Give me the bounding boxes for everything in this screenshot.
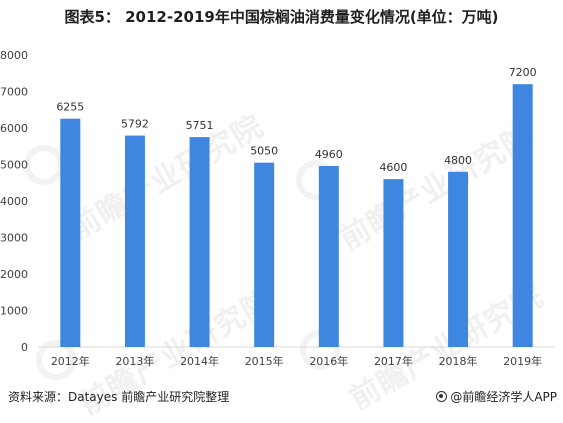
- x-tick-label: 2012年: [51, 354, 90, 368]
- y-tick-label: 1000: [0, 305, 28, 318]
- x-tick-label: 2014年: [180, 354, 219, 368]
- x-tick-label: 2013年: [115, 354, 154, 368]
- y-tick-label: 2000: [0, 268, 28, 281]
- bar: [254, 163, 274, 347]
- y-tick-label: 8000: [0, 49, 28, 62]
- bar: [60, 119, 80, 347]
- y-tick-label: 6000: [0, 122, 28, 135]
- y-tick-label: 3000: [0, 232, 28, 245]
- x-tick-label: 2017年: [374, 354, 413, 368]
- app-credit-text: @前瞻经济学人APP: [450, 388, 557, 405]
- source-note: 资料来源：Datayes 前瞻产业研究院整理: [8, 388, 229, 405]
- bar-value-label: 4960: [315, 148, 343, 161]
- y-tick-label: 7000: [0, 86, 28, 99]
- y-tick-label: 4000: [0, 195, 28, 208]
- x-tick-label: 2016年: [309, 354, 348, 368]
- x-tick-label: 2015年: [245, 354, 284, 368]
- app-logo-icon: [436, 391, 447, 402]
- bar-value-label: 5792: [121, 118, 149, 131]
- bar-value-label: 5050: [250, 145, 278, 158]
- app-credit: @前瞻经济学人APP: [436, 388, 557, 405]
- bar-value-label: 6255: [56, 101, 84, 114]
- bar-value-label: 4800: [444, 154, 472, 167]
- bar: [319, 166, 339, 347]
- bar-value-label: 5751: [186, 119, 214, 132]
- bar-value-label: 4600: [379, 161, 407, 174]
- bar-value-label: 7200: [509, 66, 537, 79]
- y-tick-label: 5000: [0, 159, 28, 172]
- x-tick-label: 2019年: [503, 354, 542, 368]
- bar: [190, 137, 210, 347]
- bar: [513, 84, 533, 347]
- x-tick-label: 2018年: [439, 354, 478, 368]
- bar: [125, 136, 145, 347]
- bar: [448, 172, 468, 347]
- bar-chart: 0 1000 2000 3000 4000 5000 6000 7000 8000 6255 201…: [0, 0, 563, 384]
- bar: [383, 179, 403, 347]
- y-tick-label: 0: [21, 341, 28, 354]
